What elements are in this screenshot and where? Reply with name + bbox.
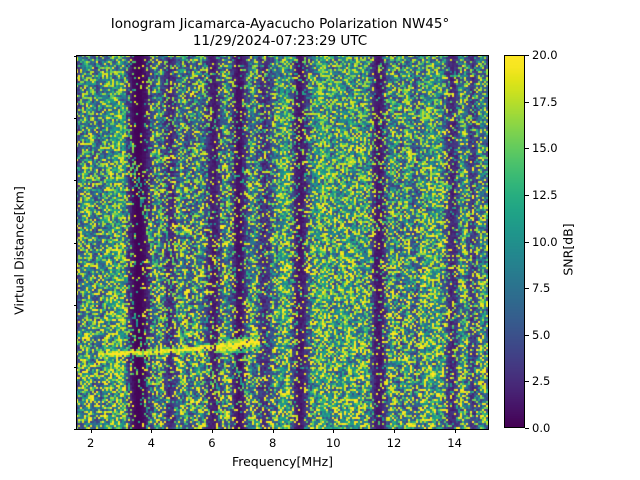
colorbar-tick-label: 12.5 xyxy=(532,187,558,202)
colorbar-tick-label: 20.0 xyxy=(532,48,558,62)
y-tick-mark xyxy=(73,56,77,57)
colorbar-tick-mark xyxy=(525,55,529,56)
y-axis-label: Virtual Distance[km] xyxy=(11,185,27,315)
colorbar-label: SNR[dB] xyxy=(560,222,576,276)
colorbar-tick-mark xyxy=(525,101,529,103)
colorbar-tick-label: 15.0 xyxy=(532,141,558,156)
colorbar-tick-label: 5.0 xyxy=(532,327,551,342)
x-tick-mark xyxy=(393,429,395,433)
colorbar-gradient xyxy=(504,55,525,428)
colorbar-tick-mark xyxy=(525,381,529,383)
x-tick-mark xyxy=(272,429,274,433)
ionogram-heatmap xyxy=(77,56,488,429)
y-tick-mark xyxy=(73,366,77,368)
colorbar-tick-mark xyxy=(525,288,529,290)
x-tick-mark xyxy=(211,429,213,433)
x-axis-label: Frequency[MHz] xyxy=(231,454,334,469)
colorbar-tick-mark xyxy=(525,241,529,243)
x-tick-label: 10 xyxy=(325,436,341,450)
x-tick-label: 14 xyxy=(447,436,462,450)
x-tick-mark xyxy=(454,429,456,433)
x-tick-label: 12 xyxy=(386,436,402,450)
figure-title: Ionogram Jicamarca-Ayacucho Polarization… xyxy=(110,16,450,49)
x-tick-label: 4 xyxy=(147,436,155,450)
y-tick-mark xyxy=(73,429,77,430)
colorbar-tick-label: 2.5 xyxy=(532,374,551,389)
colorbar-tick-label: 17.5 xyxy=(532,94,558,109)
colorbar-tick-mark xyxy=(525,148,529,150)
colorbar-tick-mark xyxy=(525,334,529,336)
colorbar-tick-mark xyxy=(525,428,529,429)
x-tick-mark xyxy=(151,429,153,433)
x-tick-mark xyxy=(333,429,335,433)
y-tick-mark xyxy=(73,180,77,182)
y-tick-mark xyxy=(73,118,77,120)
colorbar-tick-label: 7.5 xyxy=(532,281,551,296)
y-tick-mark xyxy=(73,242,77,244)
x-tick-label: 6 xyxy=(208,436,216,450)
colorbar-tick-label: 0.0 xyxy=(532,421,551,435)
x-tick-mark xyxy=(90,429,92,433)
colorbar: 0.0 2.5 5.0 7.5 10.0 12.5 15.0 17.5 20.0 SNR[dB] xyxy=(504,48,576,435)
x-tick-label: 8 xyxy=(268,436,277,450)
colorbar-tick-label: 10.0 xyxy=(532,234,558,249)
y-tick-mark xyxy=(73,304,77,306)
x-tick-label: 2 xyxy=(86,436,95,450)
colorbar-tick-mark xyxy=(525,194,529,196)
